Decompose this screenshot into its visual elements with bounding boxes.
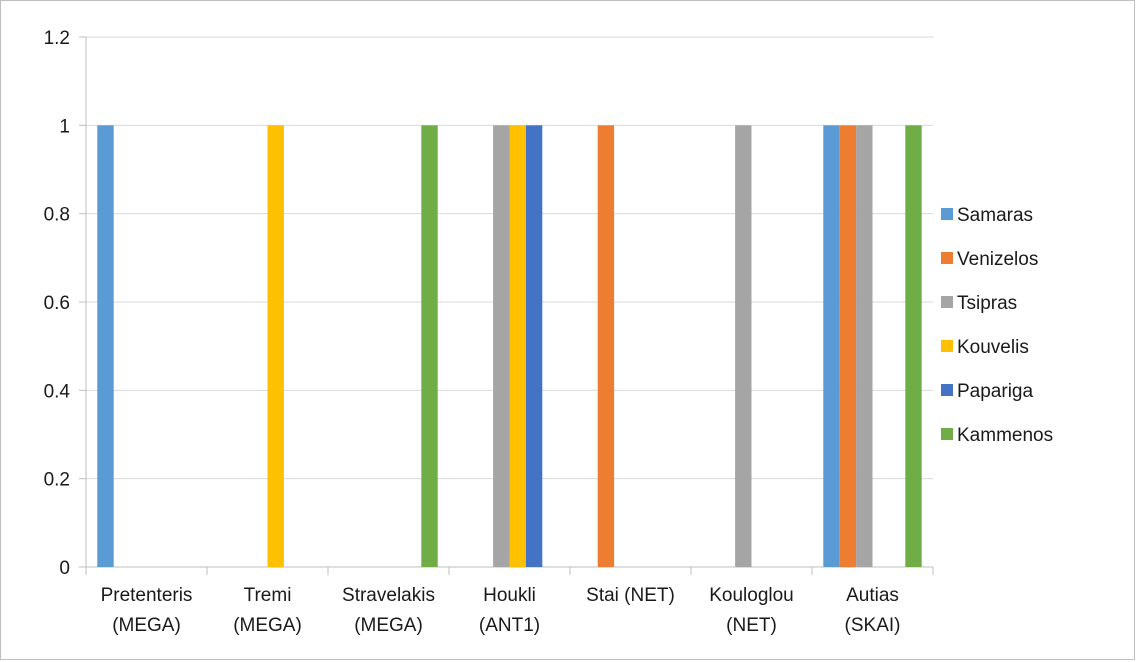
legend-label-samaras: Samaras: [957, 205, 1033, 226]
y-tick-label: 0.6: [44, 293, 70, 314]
x-axis-ticks: Pretenteris (MEGA) Tremi (MEGA) Stravelakis(…: [101, 585, 901, 636]
x-tick-label: Pretenteris (MEGA): [101, 585, 193, 636]
legend-swatch-samaras: [941, 208, 953, 220]
x-tick-label: Kouloglou (NET): [709, 585, 794, 636]
legend-label-tsipras: Tsipras: [957, 293, 1017, 314]
bar-tsipras: [493, 125, 510, 567]
y-tick-label: 1: [59, 116, 70, 137]
x-tick-label: Stai (NET): [586, 585, 675, 606]
y-tick-label: 0.4: [44, 381, 71, 402]
y-tick-label: 0: [59, 558, 70, 579]
x-tick-label: Autias (SKAI): [845, 585, 901, 636]
bar-tsipras: [735, 125, 752, 567]
bar-samaras: [97, 125, 114, 567]
legend-swatch-kammenos: [941, 428, 953, 440]
y-tick-label: 1.2: [44, 28, 70, 49]
bar-kammenos: [905, 125, 922, 567]
legend-label-kammenos: Kammenos: [957, 425, 1053, 446]
x-tick-label: Stravelakis (MEGA): [342, 585, 435, 636]
bar-kouvelis: [267, 125, 284, 567]
legend-label-venizelos: Venizelos: [957, 249, 1038, 270]
x-tick-label: Tremi (MEGA): [233, 585, 302, 636]
y-tick-label: 0.2: [44, 470, 70, 491]
bar-samaras: [823, 125, 840, 567]
bars: [97, 125, 922, 567]
bar-venizelos: [839, 125, 857, 567]
legend: Samaras Venizelos Tsipras Kouvelis Papariga K…: [941, 205, 1053, 446]
y-tick-label: 0.8: [44, 205, 70, 226]
x-tick-label: Houkli (ANT1): [479, 585, 540, 636]
legend-swatch-papariga: [941, 384, 953, 396]
legend-swatch-venizelos: [941, 252, 953, 264]
bar-kammenos: [421, 125, 438, 567]
legend-swatch-kouvelis: [941, 340, 953, 352]
bar-venizelos: [597, 125, 615, 567]
legend-label-kouvelis: Kouvelis: [957, 337, 1029, 358]
bar-tsipras: [856, 125, 873, 567]
y-axis-ticks: 0 0.2 0.4 0.6 0.8 1 1.2: [44, 28, 71, 579]
bar-kouvelis: [509, 125, 526, 567]
legend-swatch-tsipras: [941, 296, 953, 308]
legend-label-papariga: Papariga: [957, 381, 1033, 402]
bar-papariga: [525, 125, 543, 567]
